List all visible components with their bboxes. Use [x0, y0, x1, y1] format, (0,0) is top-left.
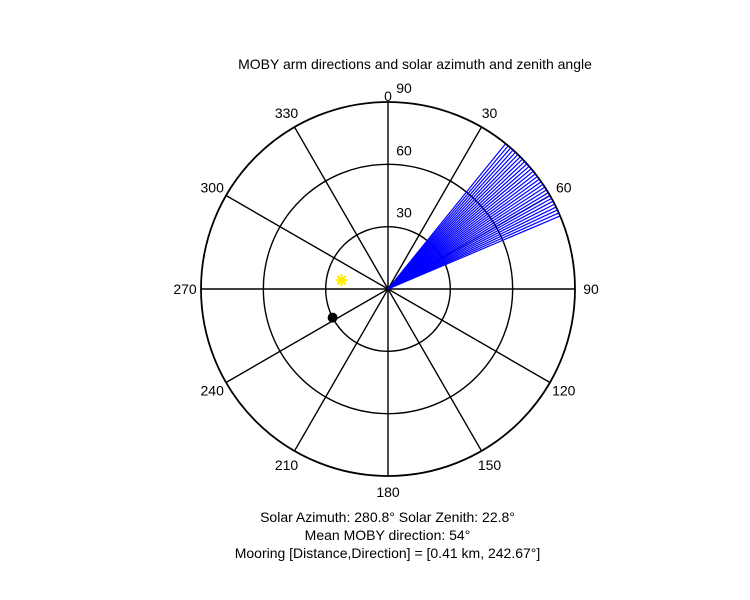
- arm-direction-lines: [387, 143, 561, 290]
- mooring-marker: [327, 312, 338, 323]
- sun-marker: [335, 274, 348, 287]
- angular-tick-label-270: 270: [173, 281, 197, 297]
- angular-tick-label-150: 150: [478, 457, 502, 473]
- chart-title: MOBY arm directions and solar azimuth an…: [238, 56, 592, 72]
- angular-tick-label-210: 210: [275, 457, 299, 473]
- angular-tick-label-300: 300: [201, 180, 225, 196]
- mean-moby-direction: Mean MOBY direction: 54°: [304, 527, 471, 543]
- radial-tick-label-90: 90: [396, 80, 412, 96]
- mooring-info: Mooring [Distance,Direction] = [0.41 km,…: [234, 545, 541, 561]
- angular-tick-label-0: 0: [384, 88, 392, 104]
- angular-tick-label-120: 120: [552, 383, 576, 399]
- angular-tick-label-60: 60: [556, 180, 572, 196]
- arm-line-28: [387, 215, 561, 290]
- angular-tick-label-90: 90: [583, 281, 599, 297]
- radial-tick-label-60: 60: [396, 142, 412, 158]
- solar-info: Solar Azimuth: 280.8° Solar Zenith: 22.8…: [260, 509, 515, 525]
- angular-tick-label-30: 30: [482, 105, 498, 121]
- markers: [327, 274, 348, 323]
- angular-tick-label-240: 240: [201, 383, 225, 399]
- radial-tick-label-30: 30: [396, 205, 412, 221]
- axis-labels: 0 30 60 90 120 150 180 210 240 270 300 330 30 60 90: [173, 80, 599, 500]
- angular-tick-label-330: 330: [275, 105, 299, 121]
- angular-tick-label-180: 180: [376, 484, 400, 500]
